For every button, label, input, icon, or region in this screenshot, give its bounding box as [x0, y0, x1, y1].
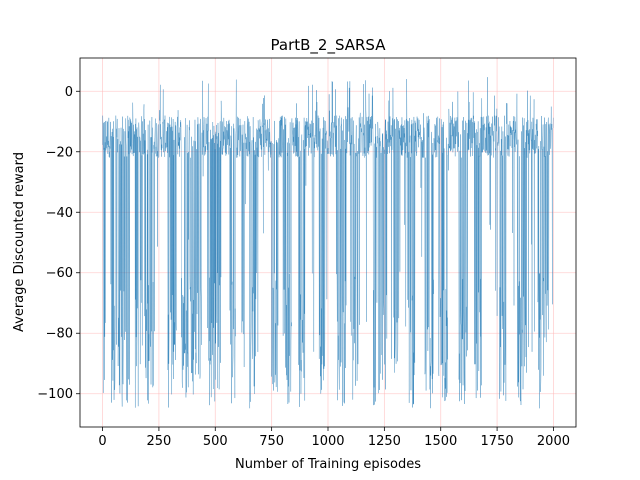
x-tick-label: 1000: [311, 434, 344, 449]
x-tick-label: 2000: [537, 434, 570, 449]
y-tick-label: −40: [46, 206, 73, 221]
reward-series-line: [102, 77, 554, 409]
y-tick-label: 0: [65, 85, 73, 100]
x-tick-label: 1250: [368, 434, 401, 449]
y-axis-ticks: 0 −20 −40 −60 −80 −100: [37, 85, 80, 402]
x-tick-label: 250: [146, 434, 171, 449]
x-tick-label: 500: [203, 434, 228, 449]
y-tick-label: −100: [37, 387, 73, 402]
y-tick-label: −60: [46, 266, 73, 281]
x-axis-label: Number of Training episodes: [235, 457, 421, 472]
x-axis-ticks: 0 250 500 750 1000 1250 1500 1750 2000: [98, 427, 570, 449]
y-axis-label: Average Discounted reward: [12, 152, 27, 332]
y-tick-label: −20: [46, 145, 73, 160]
x-tick-label: 1500: [424, 434, 457, 449]
series-line: [102, 77, 554, 409]
y-tick-label: −80: [46, 327, 73, 342]
chart-title: PartB_2_SARSA: [271, 36, 387, 55]
x-tick-label: 1750: [481, 434, 514, 449]
x-tick-label: 0: [98, 434, 106, 449]
x-tick-label: 750: [259, 434, 284, 449]
